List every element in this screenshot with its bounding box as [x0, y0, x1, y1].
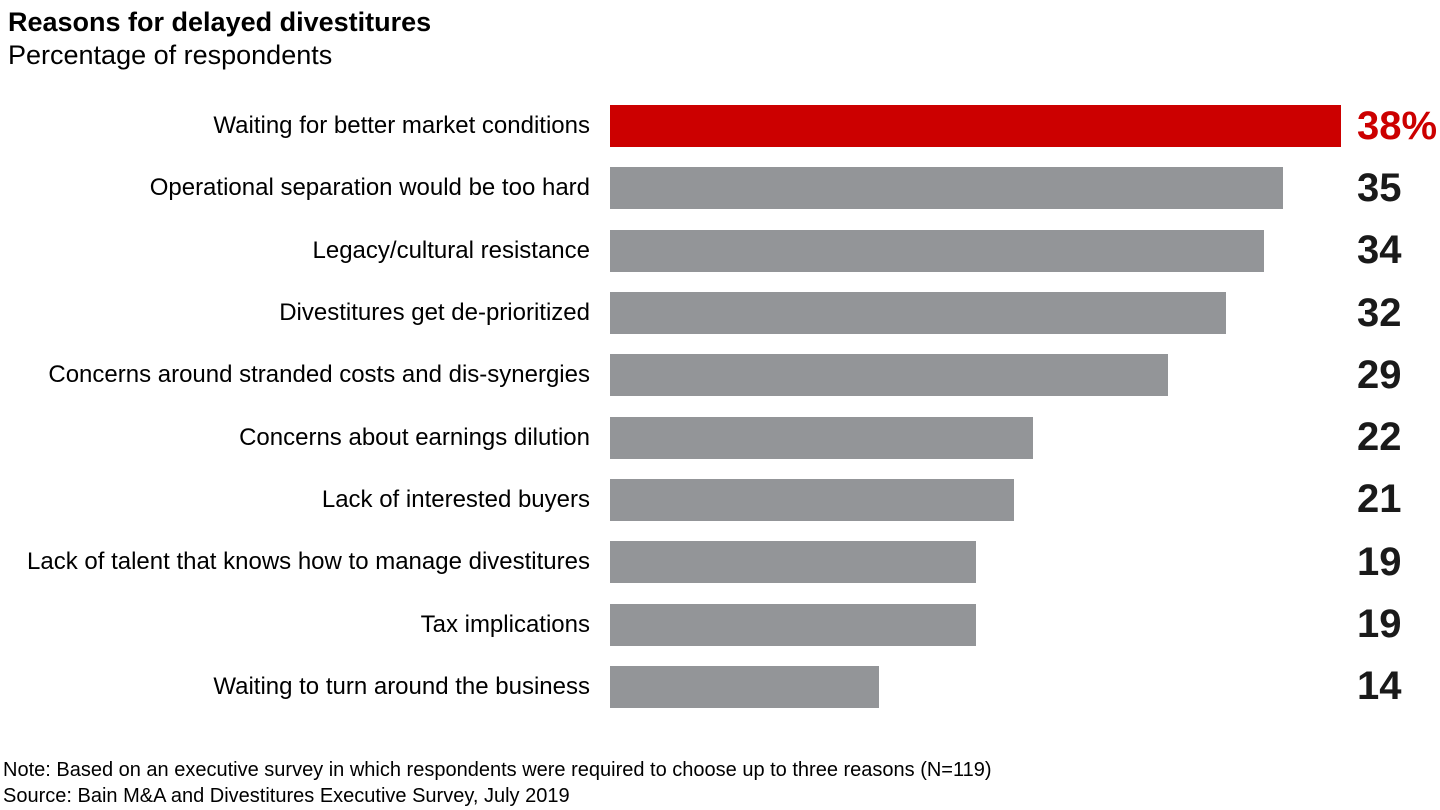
bar-row: Operational separation would be too hard…: [0, 157, 1440, 219]
bar: [610, 416, 1034, 459]
bar-category-label: Lack of interested buyers: [321, 485, 590, 513]
bar-track: [610, 541, 1341, 584]
bar-value-label: 21: [1357, 477, 1402, 522]
bar-track: [610, 603, 1341, 646]
bar-value-label: 19: [1357, 539, 1402, 584]
bar: [610, 229, 1265, 272]
bar-row: Lack of interested buyers 21: [0, 469, 1440, 531]
bar-row: Waiting to turn around the business 14: [0, 656, 1440, 718]
bar-category-label: Concerns around stranded costs and dis-s…: [48, 361, 590, 389]
bar: [610, 603, 976, 646]
chart-footnotes: Note: Based on an executive survey in wh…: [3, 757, 992, 809]
bar-track: [610, 167, 1341, 210]
bar-value-label: 14: [1357, 664, 1402, 709]
bar-track: [610, 478, 1341, 521]
bar: [610, 541, 976, 584]
note-line: Note: Based on an executive survey in wh…: [3, 759, 992, 781]
bar-row: Lack of talent that knows how to manage …: [0, 531, 1440, 593]
bar-track: [610, 105, 1341, 148]
source-line: Source: Bain M&A and Divestitures Execut…: [3, 785, 570, 807]
bar-value-label: 35: [1357, 165, 1402, 210]
bar-category-label: Operational separation would be too hard: [149, 174, 590, 202]
bar-track: [610, 416, 1341, 459]
bar-chart: Waiting for better market conditions 38%…: [0, 95, 1440, 718]
bar-track: [610, 292, 1341, 335]
bar: [610, 665, 880, 708]
bar-row: Concerns about earnings dilution 22: [0, 406, 1440, 468]
chart-subtitle: Percentage of respondents: [8, 40, 333, 70]
bar-row: Tax implications 19: [0, 593, 1440, 655]
bar-value-label: 19: [1357, 602, 1402, 647]
bar-row: Waiting for better market conditions 38%: [0, 95, 1440, 157]
bar-track: [610, 229, 1341, 272]
chart-header: Reasons for delayed divestitures Percent…: [8, 6, 431, 72]
bar: [610, 167, 1284, 210]
chart-title: Reasons for delayed divestitures: [8, 7, 432, 37]
bar-value-label: 29: [1357, 352, 1402, 397]
bar-value-label: 22: [1357, 415, 1402, 460]
bar-category-label: Waiting to turn around the business: [213, 672, 590, 700]
bar-category-label: Waiting for better market conditions: [213, 112, 590, 140]
bar-category-label: Lack of talent that knows how to manage …: [27, 548, 590, 576]
bar: [610, 354, 1168, 397]
bar: [610, 292, 1226, 335]
bar-track: [610, 665, 1341, 708]
bar-track: [610, 354, 1341, 397]
bar-row: Divestitures get de-prioritized 32: [0, 282, 1440, 344]
bar-value-label: 34: [1357, 228, 1402, 273]
bar: [610, 478, 1014, 521]
bar-value-label: 32: [1357, 290, 1402, 335]
bar-category-label: Divestitures get de-prioritized: [279, 299, 590, 327]
bar-row: Legacy/cultural resistance 34: [0, 220, 1440, 282]
bar-row: Concerns around stranded costs and dis-s…: [0, 344, 1440, 406]
bar-value-label: 38%: [1357, 103, 1438, 148]
bar-category-label: Legacy/cultural resistance: [312, 236, 590, 264]
bar-category-label: Tax implications: [420, 610, 590, 638]
bar-category-label: Concerns about earnings dilution: [239, 423, 590, 451]
bar: [610, 105, 1341, 148]
